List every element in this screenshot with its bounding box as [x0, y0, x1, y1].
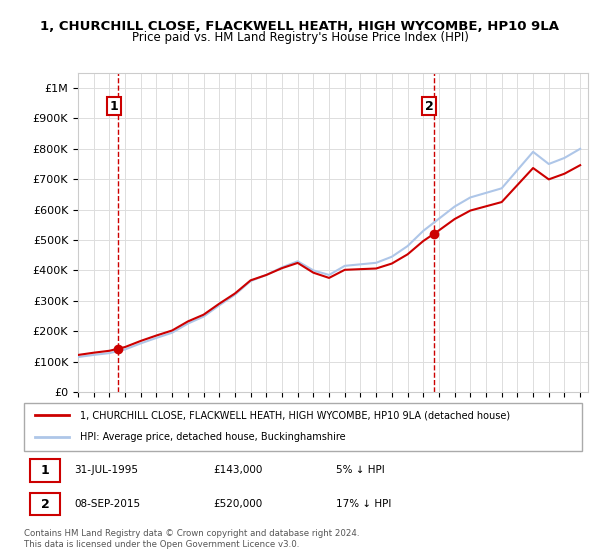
Text: 2: 2 — [41, 497, 49, 511]
Text: HPI: Average price, detached house, Buckinghamshire: HPI: Average price, detached house, Buck… — [80, 432, 346, 442]
Text: 1: 1 — [109, 100, 118, 113]
Text: 17% ↓ HPI: 17% ↓ HPI — [337, 499, 392, 509]
Text: £143,000: £143,000 — [214, 465, 263, 475]
Text: 08-SEP-2015: 08-SEP-2015 — [74, 499, 140, 509]
Text: 1, CHURCHILL CLOSE, FLACKWELL HEATH, HIGH WYCOMBE, HP10 9LA: 1, CHURCHILL CLOSE, FLACKWELL HEATH, HIG… — [41, 20, 560, 32]
FancyBboxPatch shape — [24, 403, 582, 451]
Text: Contains HM Land Registry data © Crown copyright and database right 2024.
This d: Contains HM Land Registry data © Crown c… — [24, 529, 359, 549]
Text: 31-JUL-1995: 31-JUL-1995 — [74, 465, 138, 475]
Text: Price paid vs. HM Land Registry's House Price Index (HPI): Price paid vs. HM Land Registry's House … — [131, 31, 469, 44]
Text: 5% ↓ HPI: 5% ↓ HPI — [337, 465, 385, 475]
Text: 1: 1 — [41, 464, 49, 477]
FancyBboxPatch shape — [29, 493, 60, 515]
Text: 1, CHURCHILL CLOSE, FLACKWELL HEATH, HIGH WYCOMBE, HP10 9LA (detached house): 1, CHURCHILL CLOSE, FLACKWELL HEATH, HIG… — [80, 410, 510, 420]
Text: £520,000: £520,000 — [214, 499, 263, 509]
Text: 2: 2 — [425, 100, 434, 113]
FancyBboxPatch shape — [29, 459, 60, 482]
